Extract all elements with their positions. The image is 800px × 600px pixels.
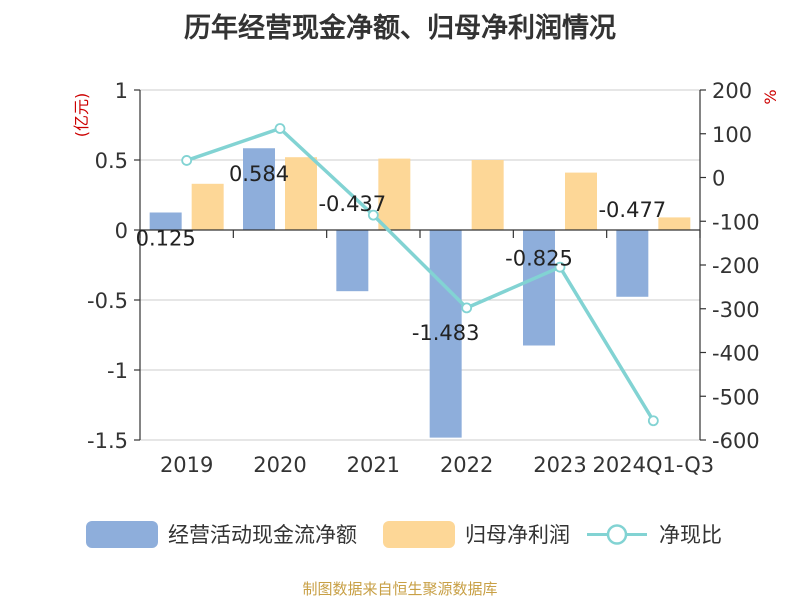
right-tick-label-4: -200	[712, 254, 760, 278]
left-axis-unit: (亿元)	[72, 93, 91, 138]
data-label-cashflow-2022: -1.483	[412, 321, 480, 345]
ratio-line	[186, 126, 655, 422]
legend-item-cashflow[interactable]: 经营活动现金流净额	[86, 516, 357, 552]
legend-swatch-cashflow	[86, 520, 158, 548]
category-label-2024Q1-Q3: 2024Q1-Q3	[593, 453, 715, 477]
ratio-point-2023	[554, 261, 566, 273]
data-label-cashflow-2023: -0.825	[505, 247, 573, 271]
legend-item-netprofit[interactable]: 归母净利润	[383, 516, 570, 552]
legend-label-netprofit: 归母净利润	[465, 523, 570, 547]
bar-netprofit-2022	[471, 160, 504, 230]
ratio-point-2020	[274, 123, 286, 134]
category-label-2022: 2022	[440, 453, 493, 477]
left-tick-label-1: 0.5	[95, 149, 128, 173]
ratio-point-2022	[461, 302, 473, 314]
right-tick-label-1: 100	[712, 123, 752, 147]
right-tick-label-8: -600	[712, 429, 760, 453]
data-label-cashflow-2019: 0.125	[136, 227, 196, 251]
category-label-2020: 2020	[253, 453, 306, 477]
left-tick-label-0: 1	[115, 79, 128, 103]
legend: 经营活动现金流净额 归母净利润 净现比	[0, 516, 800, 552]
bar-netprofit-2019	[191, 183, 224, 230]
bar-cashflow-2019	[149, 212, 182, 230]
bar-cashflow-2020	[243, 148, 275, 230]
left-tick-label-4: -1	[107, 359, 128, 383]
right-tick-label-7: -500	[712, 385, 760, 409]
right-tick-label-0: 200	[712, 79, 752, 103]
left-tick-label-2: 0	[115, 219, 128, 243]
bar-netprofit-2023	[565, 172, 597, 230]
bar-netprofit-2024Q1-Q3	[658, 217, 691, 230]
legend-label-cashflow: 经营活动现金流净额	[168, 523, 357, 547]
right-tick-label-6: -400	[712, 342, 760, 366]
ratio-point-2019	[181, 155, 193, 166]
legend-line-marker	[587, 523, 647, 545]
category-label-2023: 2023	[533, 453, 586, 477]
category-label-2021: 2021	[347, 453, 400, 477]
bar-cashflow-2021	[336, 230, 369, 292]
data-source-note: 制图数据来自恒生聚源数据库	[302, 580, 498, 598]
legend-item-ratio[interactable]: 净现比	[585, 516, 722, 552]
data-label-cashflow-2024Q1-Q3: -0.477	[598, 198, 666, 222]
chart-title: 历年经营现金净额、归母净利润情况	[184, 13, 616, 44]
data-label-cashflow-2021: -0.437	[318, 192, 386, 216]
bar-netprofit-2021	[378, 158, 411, 230]
right-axis-unit: %	[761, 89, 780, 104]
ratio-point-2024Q1-Q3	[647, 415, 659, 427]
legend-swatch-netprofit	[383, 520, 455, 548]
legend-label-ratio: 净现比	[659, 523, 722, 547]
bar-cashflow-2022	[429, 230, 462, 438]
left-tick-label-5: -1.5	[87, 429, 128, 453]
bar-netprofit-2020	[285, 157, 317, 230]
right-tick-label-5: -300	[712, 298, 760, 322]
right-tick-label-3: -100	[712, 210, 760, 234]
right-tick-label-2: 0	[712, 167, 725, 191]
left-tick-label-3: -0.5	[87, 289, 128, 313]
data-label-cashflow-2020: 0.584	[229, 162, 289, 186]
chart-area: 1 0.5 0 -0.5 -1 -1.5 200 100 0 -100 -200 -300 -400 -5…	[72, 79, 780, 477]
category-label-2019: 2019	[160, 453, 213, 477]
bar-cashflow-2023	[523, 230, 555, 346]
bar-cashflow-2024Q1-Q3	[616, 230, 649, 297]
ratio-point-2021	[367, 209, 379, 221]
